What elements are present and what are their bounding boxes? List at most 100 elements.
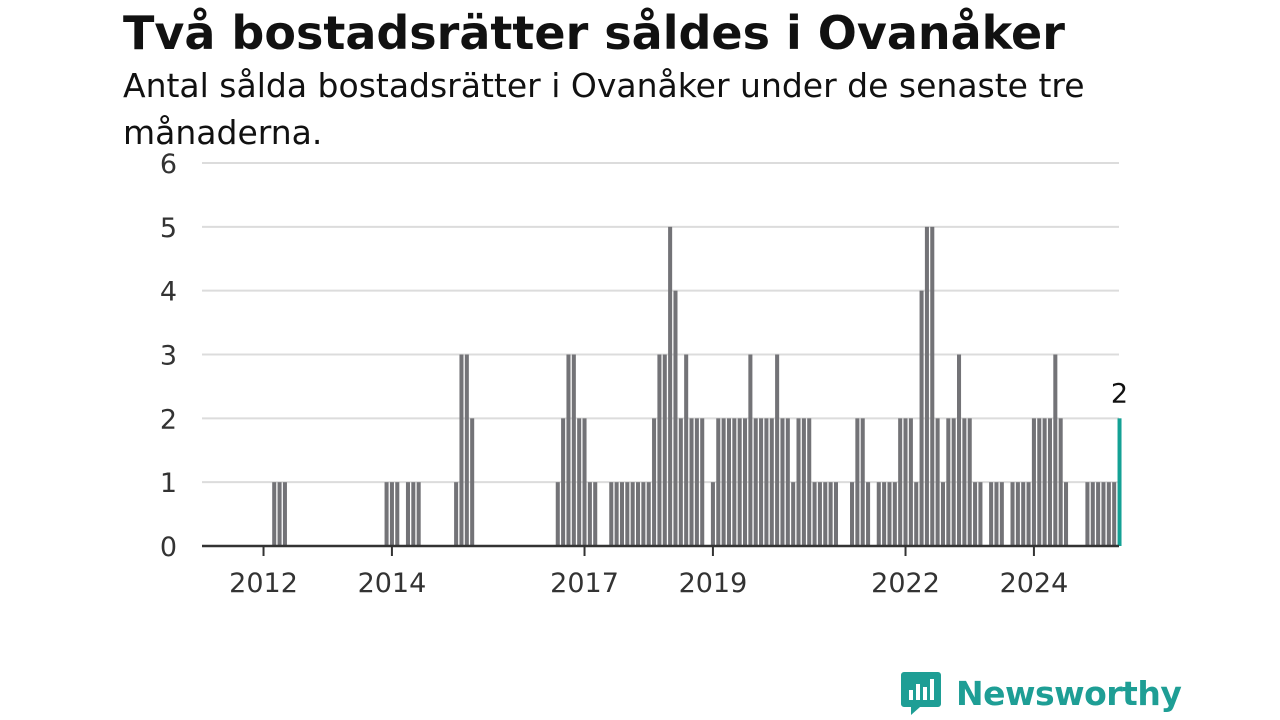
bar xyxy=(732,418,737,546)
bar xyxy=(759,418,764,546)
bar xyxy=(807,418,812,546)
bar xyxy=(641,482,646,546)
x-tick-label: 2024 xyxy=(1000,568,1069,599)
bar xyxy=(614,482,619,546)
bar xyxy=(405,482,410,546)
bar xyxy=(389,482,394,546)
bar xyxy=(716,418,721,546)
bar xyxy=(1031,418,1036,546)
bar xyxy=(577,418,582,546)
y-tick-label: 4 xyxy=(160,277,177,308)
bar xyxy=(801,418,806,546)
bar xyxy=(464,354,469,546)
bar xyxy=(914,482,919,546)
bar xyxy=(957,354,962,546)
bar xyxy=(833,482,838,546)
bar-highlight xyxy=(1117,418,1122,546)
bar xyxy=(395,482,400,546)
bar xyxy=(775,354,780,546)
chart-subtitle: Antal sålda bostadsrätter i Ovanåker und… xyxy=(123,66,1085,152)
y-tick-label: 0 xyxy=(160,532,177,563)
bar xyxy=(796,418,801,546)
bar xyxy=(994,482,999,546)
bar xyxy=(1021,482,1026,546)
bar xyxy=(1058,418,1063,546)
bar xyxy=(619,482,624,546)
bar xyxy=(272,482,277,546)
bar xyxy=(700,418,705,546)
bar xyxy=(625,482,630,546)
bar xyxy=(411,482,416,546)
bar xyxy=(1047,418,1052,546)
bar xyxy=(769,418,774,546)
bar xyxy=(989,482,994,546)
bar xyxy=(555,482,560,546)
x-tick-label: 2014 xyxy=(358,568,427,599)
bar xyxy=(855,418,860,546)
bar xyxy=(919,290,924,546)
y-tick-label: 3 xyxy=(160,341,177,372)
bar xyxy=(898,418,903,546)
bar xyxy=(908,418,913,546)
x-tick-label: 2012 xyxy=(229,568,298,599)
bar xyxy=(882,482,887,546)
bar xyxy=(587,482,592,546)
bar xyxy=(684,354,689,546)
bar xyxy=(999,482,1004,546)
bar xyxy=(753,418,758,546)
bar xyxy=(866,482,871,546)
bar xyxy=(748,354,753,546)
bar xyxy=(1085,482,1090,546)
bar xyxy=(561,418,566,546)
bar xyxy=(892,482,897,546)
bar xyxy=(737,418,742,546)
bar xyxy=(582,418,587,546)
bar xyxy=(812,482,817,546)
bar xyxy=(630,482,635,546)
bar xyxy=(780,418,785,546)
bar xyxy=(973,482,978,546)
bar xyxy=(823,482,828,546)
chart-title: Två bostadsrätter såldes i Ovanåker xyxy=(123,6,1065,60)
bar xyxy=(657,354,662,546)
bar xyxy=(694,418,699,546)
bar xyxy=(662,354,667,546)
bar xyxy=(935,418,940,546)
bar xyxy=(1096,482,1101,546)
bar xyxy=(743,418,748,546)
y-tick-label: 6 xyxy=(160,149,177,180)
bar xyxy=(978,482,983,546)
bar xyxy=(967,418,972,546)
bar xyxy=(951,418,956,546)
bar xyxy=(277,482,282,546)
y-tick-label: 5 xyxy=(160,213,177,244)
bar xyxy=(828,482,833,546)
bar xyxy=(646,482,651,546)
bar xyxy=(1015,482,1020,546)
bar xyxy=(1064,482,1069,546)
bar xyxy=(930,226,935,547)
bar xyxy=(860,418,865,546)
bar xyxy=(416,482,421,546)
bar xyxy=(1037,418,1042,546)
bar xyxy=(636,482,641,546)
bar xyxy=(1106,482,1111,546)
bar xyxy=(1112,482,1117,546)
bar xyxy=(1053,354,1058,546)
bar xyxy=(924,226,929,547)
bar xyxy=(1026,482,1031,546)
bar xyxy=(850,482,855,546)
bar xyxy=(1090,482,1095,546)
bar xyxy=(876,482,881,546)
bar xyxy=(903,418,908,546)
bar xyxy=(566,354,571,546)
bar xyxy=(454,482,459,546)
bar xyxy=(282,482,287,546)
newsworthy-logo-icon xyxy=(901,672,941,715)
bar xyxy=(887,482,892,546)
x-tick-label: 2017 xyxy=(550,568,619,599)
bar xyxy=(940,482,945,546)
x-tick-label: 2022 xyxy=(871,568,940,599)
bar xyxy=(962,418,967,546)
bar xyxy=(1101,482,1106,546)
